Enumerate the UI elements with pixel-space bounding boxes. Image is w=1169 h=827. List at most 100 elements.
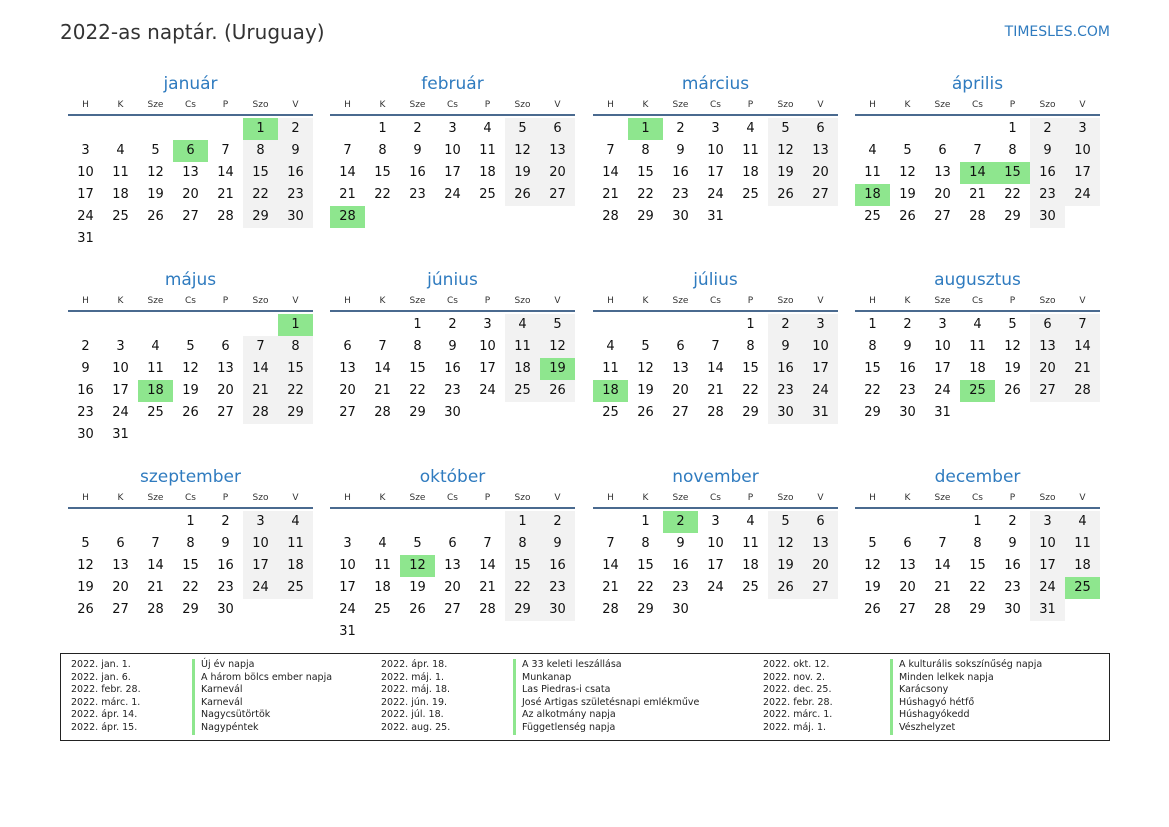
day-cell: 16 xyxy=(217,558,234,573)
day-cell: 24 xyxy=(803,380,838,402)
day-cell: 18 xyxy=(742,165,759,180)
day-cell: 20 xyxy=(217,383,234,398)
day-cell: 9 xyxy=(413,143,422,158)
day-cell: 16 xyxy=(672,558,689,573)
day-cell: 27 xyxy=(540,184,575,206)
day-cell: 10 xyxy=(243,533,278,555)
legend-date: 2022. ápr. 15. xyxy=(71,721,138,733)
day-cell: 2 xyxy=(676,121,685,136)
day-cell: 8 xyxy=(378,143,387,158)
legend-dates-3: 2022. okt. 12. 2022. nov. 2. 2022. dec. 25… xyxy=(763,659,833,735)
day-cell: 2 xyxy=(768,314,803,336)
day-cell: 9 xyxy=(540,533,575,555)
day-cell: 28 xyxy=(1065,380,1100,402)
holiday-day: 1 xyxy=(628,118,663,140)
weekday-label: K xyxy=(642,100,649,110)
empty-cell xyxy=(330,118,365,140)
day-cell: 5 xyxy=(903,143,912,158)
day-cell: 30 xyxy=(278,206,313,228)
day-cell: 10 xyxy=(934,339,951,354)
day-cell: 14 xyxy=(243,358,278,380)
day-cell: 31 xyxy=(112,427,129,442)
day-cell: 17 xyxy=(339,580,356,595)
day-cell: 28 xyxy=(934,602,951,617)
holiday-day: 18 xyxy=(138,380,173,402)
day-cell: 8 xyxy=(868,339,877,354)
weekday-label: K xyxy=(904,493,911,503)
day-cell: 8 xyxy=(278,336,313,358)
weekday-label: Sze xyxy=(409,100,426,110)
day-cell: 10 xyxy=(444,143,461,158)
day-cell: 5 xyxy=(505,118,540,140)
day-cell: 5 xyxy=(186,339,195,354)
day-cell: 8 xyxy=(505,533,540,555)
legend-date: 2022. aug. 25. xyxy=(381,721,451,733)
month-name: április xyxy=(951,74,1004,94)
day-cell: 26 xyxy=(864,602,881,617)
day-cell: 27 xyxy=(182,209,199,224)
month-8: augusztus H K Sze Cs P Szo V 1 2 3 4 5 6 7 8 9 10 11 12 13 14… xyxy=(855,268,1100,424)
day-cell: 22 xyxy=(742,383,759,398)
legend-date: 2022. ápr. 14. xyxy=(71,709,138,721)
day-cell: 13 xyxy=(540,140,575,162)
day-cell: 12 xyxy=(768,533,803,555)
day-cell: 2 xyxy=(540,511,575,533)
day-cell: 15 xyxy=(278,358,313,380)
day-cell: 4 xyxy=(278,511,313,533)
empty-cell xyxy=(68,118,103,140)
day-cell: 2 xyxy=(1008,514,1017,529)
day-cell: 8 xyxy=(746,339,755,354)
day-cell: 24 xyxy=(707,187,724,202)
weekday-label: Szo xyxy=(777,100,794,110)
holiday-day: 1 xyxy=(243,118,278,140)
day-cell: 23 xyxy=(1030,184,1065,206)
weekday-label: P xyxy=(484,493,491,503)
day-cell: 18 xyxy=(969,361,986,376)
empty-cell xyxy=(628,314,663,336)
day-cell: 20 xyxy=(540,162,575,184)
weekday-label: Szo xyxy=(777,493,794,503)
legend-holiday-name: Karácsony xyxy=(890,684,1042,697)
legend-names-1: Új év napja A három bölcs ember napja Karn… xyxy=(192,659,332,735)
empty-cell xyxy=(400,511,435,533)
day-cell: 9 xyxy=(676,536,685,551)
empty-cell xyxy=(330,314,365,336)
day-cell: 22 xyxy=(637,580,654,595)
legend-date: 2022. márc. 1. xyxy=(763,709,833,721)
weekday-header: H K Sze Cs P Szo V xyxy=(68,98,313,116)
day-cell: 14 xyxy=(934,558,951,573)
day-cell: 4 xyxy=(1065,511,1100,533)
day-cell: 16 xyxy=(540,555,575,577)
day-cell: 12 xyxy=(505,140,540,162)
day-cell: 16 xyxy=(444,361,461,376)
day-cell: 31 xyxy=(934,405,951,420)
empty-cell xyxy=(890,118,925,140)
day-cell: 14 xyxy=(707,361,724,376)
month-name: augusztus xyxy=(934,270,1021,290)
legend-date: 2022. ápr. 18. xyxy=(381,659,448,670)
day-cell: 16 xyxy=(278,162,313,184)
brand-link[interactable]: TIMESLES.COM xyxy=(1004,24,1110,40)
day-cell: 27 xyxy=(112,602,129,617)
weekday-header: H K Sze Cs P Szo V xyxy=(68,294,313,312)
weekday-label: H xyxy=(607,296,614,306)
day-cell: 25 xyxy=(479,187,496,202)
day-cell: 10 xyxy=(1030,533,1065,555)
empty-cell xyxy=(593,118,628,140)
month-name: november xyxy=(672,467,759,487)
day-cell: 27 xyxy=(899,602,916,617)
month-name: július xyxy=(693,270,738,290)
weekday-label: Sze xyxy=(934,493,951,503)
day-cell: 11 xyxy=(864,165,881,180)
day-cell: 4 xyxy=(151,339,160,354)
day-cell: 7 xyxy=(343,143,352,158)
day-cell: 14 xyxy=(479,558,496,573)
holiday-day: 25 xyxy=(1065,577,1100,599)
day-cell: 23 xyxy=(409,187,426,202)
weekday-label: Cs xyxy=(185,296,196,306)
day-cell: 11 xyxy=(969,339,986,354)
weekday-label: P xyxy=(747,100,754,110)
day-cell: 14 xyxy=(374,361,391,376)
day-cell: 9 xyxy=(1008,536,1017,551)
legend-date: 2022. jan. 6. xyxy=(71,671,131,683)
